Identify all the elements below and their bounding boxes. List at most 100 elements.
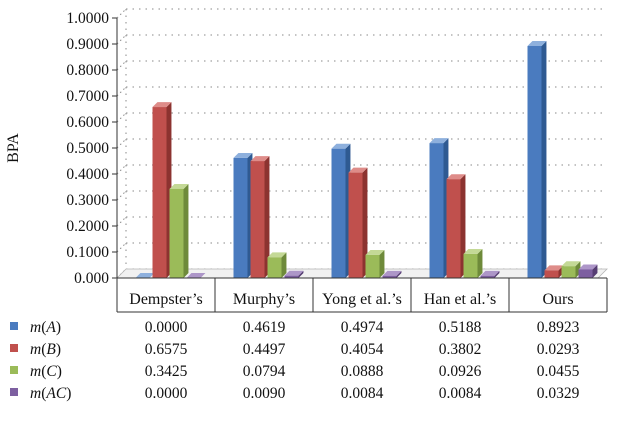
bar — [365, 249, 385, 278]
bar-top — [152, 102, 172, 108]
bar-front — [561, 266, 576, 278]
legend-swatch — [10, 388, 18, 396]
bar-top — [135, 273, 155, 278]
bar-side — [460, 174, 466, 278]
table-cell-value: 0.0329 — [537, 385, 580, 402]
bar — [446, 174, 466, 278]
gridline-wall — [116, 216, 127, 227]
bar-front — [267, 257, 282, 278]
bar — [463, 248, 483, 278]
bar-top — [382, 270, 402, 276]
gridline-wall — [116, 112, 127, 123]
bar-layer — [135, 41, 598, 278]
bar — [429, 138, 449, 278]
bar — [186, 273, 206, 278]
gridline-wall — [116, 190, 127, 201]
table-cell-value: 0.4497 — [243, 341, 286, 358]
data-table: Dempster’s Murphy’s Yong et al.’s Han et al… — [10, 277, 608, 402]
bar-front — [544, 270, 559, 278]
gridline-wall — [116, 60, 127, 71]
gridline-wall — [116, 86, 127, 97]
bar — [169, 184, 189, 278]
gridline-wall — [116, 164, 127, 175]
bar-top — [527, 41, 547, 47]
bar-front — [152, 107, 167, 278]
bar — [382, 270, 402, 278]
bar-side — [592, 264, 598, 278]
bar-top — [233, 152, 253, 158]
series-paren-close: ) — [66, 385, 71, 402]
bar — [480, 270, 500, 278]
table-cell-value: 0.4974 — [341, 319, 384, 336]
bar-side — [396, 270, 402, 278]
gridline-wall — [116, 8, 127, 19]
series-name: m(A) — [30, 319, 61, 336]
series-paren-close: ) — [57, 363, 62, 380]
table-cell-value: 0.0000 — [145, 385, 188, 402]
table-cell-value: 0.4619 — [243, 319, 286, 336]
bar — [561, 261, 581, 278]
bar — [267, 252, 287, 278]
series-fn: m — [30, 363, 41, 380]
legend-swatch — [10, 366, 18, 374]
table-cell-value: 0.6575 — [145, 341, 188, 358]
bar-front — [331, 148, 346, 278]
bar-top — [186, 273, 206, 278]
legend-swatch — [10, 344, 18, 352]
bar-front — [463, 253, 478, 278]
bar-top — [169, 184, 189, 189]
bar-side — [541, 41, 547, 278]
series-fn: m — [30, 341, 41, 358]
bar — [527, 41, 547, 278]
bar — [348, 167, 368, 278]
bar-top — [561, 261, 581, 267]
bar-front — [365, 254, 380, 278]
bar — [331, 143, 351, 278]
table-cell-value: 0.3802 — [439, 341, 482, 358]
bar — [152, 102, 172, 278]
y-tick-label: 0.5000 — [66, 140, 109, 157]
x-category-label: Yong et al.’s — [322, 291, 402, 308]
y-tick-label: 0.7000 — [66, 88, 109, 105]
y-tick-label: 0.9000 — [66, 36, 109, 53]
bar — [284, 270, 304, 278]
series-fn: m — [30, 319, 41, 336]
y-axis-title: BPA — [5, 133, 22, 163]
x-category-label: Han et al.’s — [424, 291, 496, 308]
bar-top — [284, 270, 304, 276]
gridline-wall — [116, 34, 127, 45]
bar-side — [494, 270, 500, 278]
bar — [250, 156, 270, 278]
bar-side — [264, 156, 270, 278]
bar-top — [578, 264, 598, 270]
series-paren-open: ( — [41, 341, 46, 358]
bar-front — [382, 275, 397, 278]
table-cell-value: 0.0090 — [243, 385, 286, 402]
table-cell-value: 0.4054 — [341, 341, 384, 358]
series-paren-close: ) — [56, 341, 61, 358]
bar-side — [477, 248, 483, 278]
gridline-wall — [116, 138, 127, 149]
y-tick-label: 0.8000 — [66, 62, 109, 79]
bar-front — [527, 46, 542, 278]
series-arg: B — [46, 341, 56, 358]
series-arg: A — [45, 319, 56, 336]
y-tick-label: 1.0000 — [66, 10, 109, 27]
bar-front — [284, 275, 299, 278]
bar-top — [446, 174, 466, 180]
table-cell-value: 0.8923 — [537, 319, 580, 336]
bar — [578, 264, 598, 278]
legend-swatch — [10, 322, 18, 330]
bar-front — [348, 172, 363, 278]
bar — [233, 152, 253, 278]
series-paren-open: ( — [41, 363, 46, 380]
y-tick-label: 0.6000 — [66, 114, 109, 131]
x-category-label: Murphy’s — [233, 291, 295, 308]
series-name: m(C) — [30, 363, 62, 380]
bar-front — [250, 161, 265, 278]
series-arg: AC — [45, 385, 66, 402]
bar-top — [331, 143, 351, 149]
x-category-label: Ours — [542, 291, 573, 308]
